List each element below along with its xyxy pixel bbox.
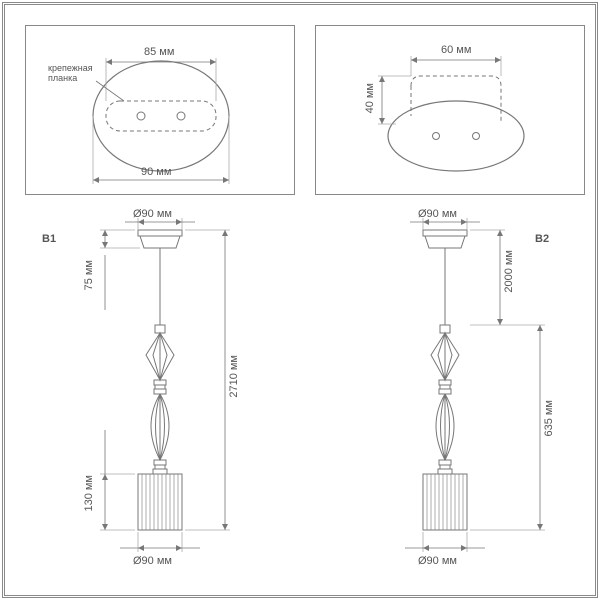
dim-60: 60 мм (441, 44, 471, 56)
dim-40: 40 мм (364, 83, 376, 113)
plan-view-b2: 60 мм 40 мм (315, 25, 585, 195)
b1-total: 2710 мм (228, 355, 240, 398)
b2-2000: 2000 мм (503, 250, 515, 293)
b1-botdia: Ø90 мм (133, 555, 172, 567)
b2-botdia: Ø90 мм (418, 555, 457, 567)
tag-b1: B1 (42, 233, 56, 245)
plate-label: крепежнаяпланка (48, 64, 93, 84)
plan-view-b1: 85 мм крепежнаяпланка 90 мм (25, 25, 295, 195)
b2-topdia: Ø90 мм (418, 208, 457, 220)
b1-topdia: Ø90 мм (133, 208, 172, 220)
b1-75: 75 мм (83, 260, 95, 290)
b1-130: 130 мм (83, 475, 95, 512)
dim-90: 90 мм (141, 166, 171, 178)
b2-total: 635 мм (543, 400, 555, 437)
dim-85: 85 мм (144, 46, 174, 58)
tag-b2: B2 (535, 233, 549, 245)
drawing-frame: 85 мм крепежнаяпланка 90 мм (2, 2, 598, 598)
